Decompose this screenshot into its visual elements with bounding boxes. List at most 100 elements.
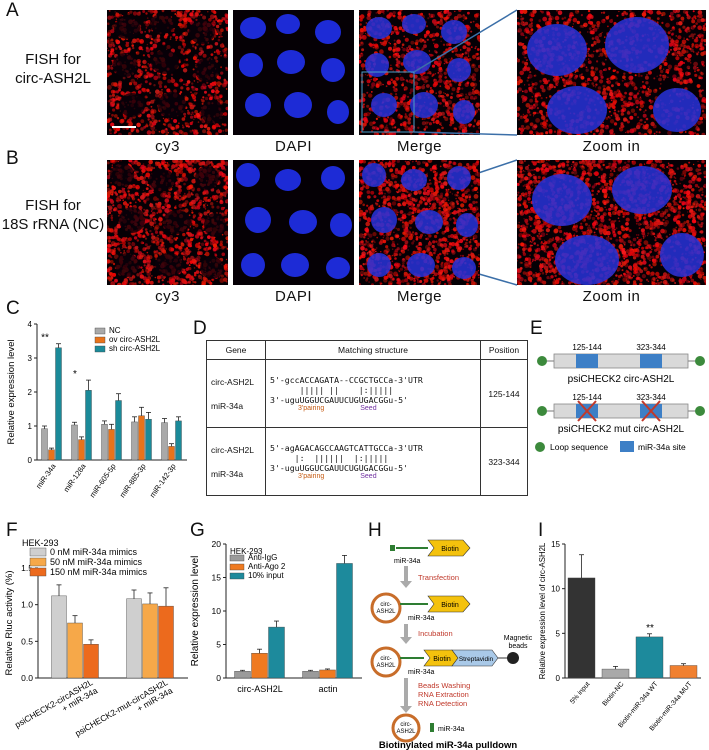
signal-dot [676, 54, 679, 57]
signal-dot [568, 74, 573, 79]
signal-dot [125, 41, 128, 44]
signal-dot [472, 162, 476, 167]
signal-dot [191, 199, 196, 205]
signal-dot [107, 210, 109, 213]
signal-dot [432, 114, 438, 120]
signal-dot [520, 131, 523, 135]
signal-dot [164, 85, 167, 89]
signal-dot [215, 84, 217, 87]
signal-dot [359, 10, 360, 13]
signal-dot [197, 121, 200, 123]
signal-dot [127, 42, 130, 44]
signal-dot [462, 45, 467, 50]
signal-dot [144, 243, 148, 247]
signal-dot [195, 18, 198, 21]
signal-dot [208, 246, 212, 250]
signal-dot [470, 75, 474, 79]
signal-dot [522, 10, 528, 14]
signal-dot [553, 86, 556, 89]
signal-dot [107, 65, 111, 69]
signal-dot [572, 81, 577, 86]
signal-dot [677, 35, 682, 40]
signal-dot [392, 14, 396, 18]
signal-dot [123, 278, 129, 284]
signal-dot [170, 167, 173, 170]
signal-dot [122, 76, 126, 80]
signal-dot [525, 56, 527, 59]
signal-dot [408, 113, 413, 118]
signal-dot [136, 78, 139, 80]
signal-dot [416, 47, 420, 51]
signal-dot [613, 122, 618, 126]
signal-dot [202, 129, 207, 134]
signal-dot [688, 130, 692, 135]
signal-dot [175, 182, 178, 185]
signal-dot [448, 58, 450, 60]
signal-dot [585, 59, 587, 61]
nucleus [277, 50, 305, 74]
signal-dot [648, 86, 651, 88]
signal-dot [214, 86, 219, 91]
signal-dot [428, 122, 432, 126]
signal-dot [179, 18, 183, 21]
signal-dot [517, 30, 520, 33]
signal-dot [443, 71, 447, 75]
signal-dot [175, 190, 180, 195]
signal-dot [621, 104, 625, 108]
signal-dot [451, 229, 453, 231]
signal-dot [133, 174, 138, 180]
signal-dot [130, 129, 134, 133]
signal-dot [135, 184, 140, 190]
signal-dot [693, 24, 696, 28]
signal-dot [369, 43, 374, 48]
signal-dot [393, 231, 395, 234]
signal-dot [360, 123, 362, 126]
signal-dot [149, 41, 153, 45]
signal-dot [644, 75, 649, 80]
signal-dot [119, 199, 122, 202]
signal-dot [163, 42, 165, 45]
signal-dot [159, 231, 161, 233]
signal-dot [111, 210, 113, 212]
signal-dot [425, 30, 430, 35]
signal-dot [118, 45, 121, 48]
signal-dot [420, 77, 423, 80]
signal-dot [225, 201, 227, 204]
signal-dot [535, 118, 540, 123]
signal-dot [362, 263, 365, 266]
signal-dot [555, 10, 559, 12]
signal-dot [127, 12, 129, 14]
signal-dot [433, 81, 438, 86]
signal-dot [136, 11, 141, 16]
signal-dot [366, 74, 369, 77]
signal-dot [684, 57, 688, 61]
signal-dot [403, 69, 406, 73]
signal-dot [174, 250, 178, 255]
nucleus [410, 92, 438, 118]
signal-dot [187, 110, 189, 112]
signal-dot [443, 17, 447, 21]
signal-dot [450, 92, 454, 96]
signal-dot [625, 12, 628, 16]
signal-dot [472, 125, 475, 128]
signal-dot [209, 14, 215, 20]
signal-dot [183, 115, 186, 118]
signal-dot [192, 113, 194, 115]
signal-dot [443, 51, 447, 54]
signal-dot [172, 10, 177, 12]
signal-dot [111, 219, 113, 221]
signal-dot [525, 36, 528, 39]
signal-dot [556, 21, 560, 25]
signal-dot [119, 194, 122, 198]
signal-dot [180, 86, 184, 90]
signal-dot [464, 51, 467, 55]
signal-dot [543, 118, 546, 121]
signal-dot [687, 38, 690, 41]
signal-dot [108, 55, 111, 58]
signal-dot [112, 204, 115, 207]
signal-dot [449, 96, 453, 99]
signal-dot [138, 200, 141, 203]
signal-dot [538, 110, 543, 114]
signal-dot [206, 130, 211, 135]
nucleus [653, 88, 701, 132]
